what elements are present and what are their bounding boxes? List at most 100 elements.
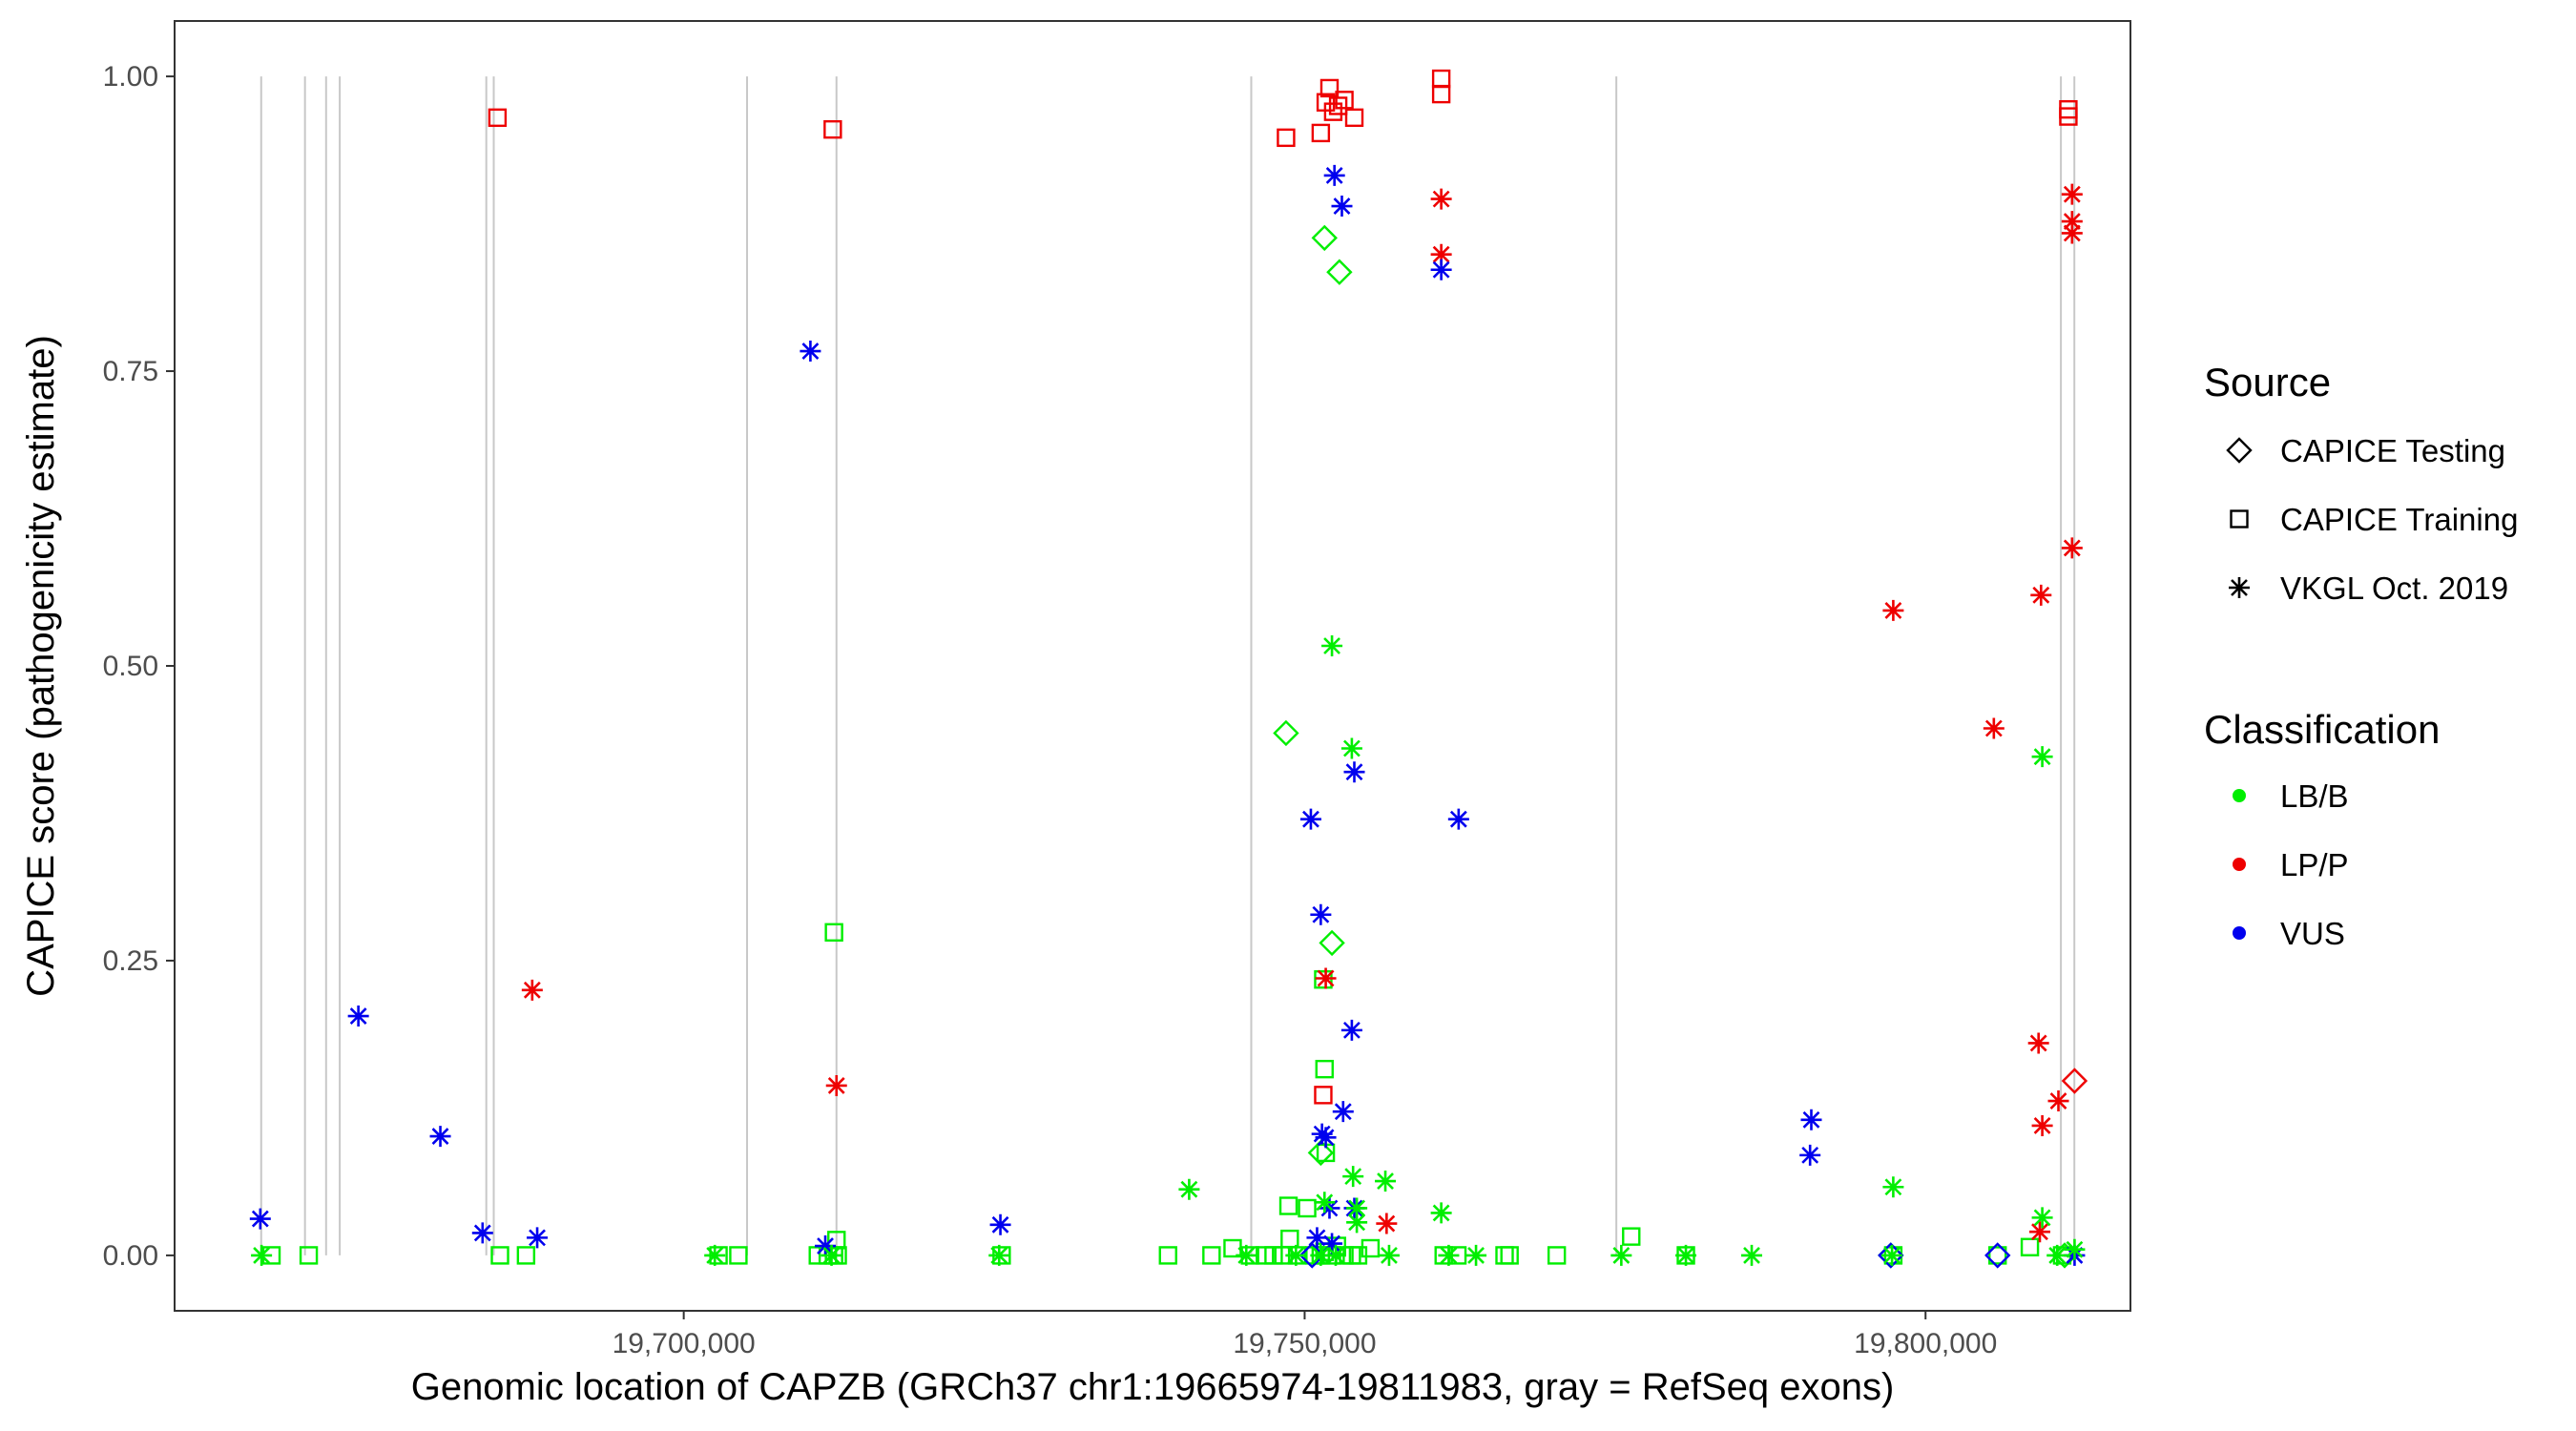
point-vkgl-5-8 <box>2030 584 2052 606</box>
point-vkgl-7-27 <box>1285 1244 1307 1266</box>
point-vkgl-7-11 <box>1375 1171 1397 1192</box>
point-vkgl-7-28 <box>1236 1244 1257 1266</box>
point-vkgl-6-18 <box>1343 761 1365 783</box>
y-tick-label-2: 0.50 <box>103 651 158 682</box>
y-tick-label-4: 1.00 <box>103 61 158 93</box>
point-testing-2-3 <box>1319 929 1345 957</box>
y-tick-label-3: 0.75 <box>103 356 158 387</box>
point-training-1-39 <box>1988 1246 2007 1265</box>
point-training-1-21 <box>1298 1198 1317 1218</box>
point-training-0-0 <box>488 108 508 128</box>
point-training-0-2 <box>1277 128 1296 148</box>
point-vkgl-6-25 <box>1321 1233 1343 1255</box>
point-vkgl-6-7 <box>989 1213 1011 1235</box>
point-training-1-42 <box>824 923 843 942</box>
point-vkgl-5-7 <box>1983 717 2005 739</box>
legend-item-lb-b: LB/B <box>2280 778 2349 814</box>
point-vkgl-6-11 <box>1315 1127 1337 1149</box>
point-training-0-7 <box>1328 96 1348 115</box>
x-tick-label-1: 19,750,000 <box>1233 1328 1376 1359</box>
point-vkgl-7-1 <box>704 1244 726 1266</box>
point-vkgl-7-10 <box>1346 1212 1368 1234</box>
point-vkgl-6-24 <box>1306 1227 1328 1249</box>
x-tick-label-2: 19,800,000 <box>1854 1328 1997 1359</box>
point-training-1-5 <box>729 1246 748 1265</box>
point-vkgl-6-4 <box>527 1227 549 1249</box>
point-training-0-11 <box>1431 84 1451 104</box>
point-vkgl-7-21 <box>2031 1207 2053 1229</box>
point-vkgl-7-9 <box>1346 1197 1368 1219</box>
legend-item-vus: VUS <box>2280 916 2345 951</box>
point-vkgl-7-8 <box>1342 1166 1364 1188</box>
point-vkgl-5-0 <box>521 979 543 1001</box>
point-vkgl-6-5 <box>800 341 821 363</box>
point-vkgl-7-5 <box>1314 1192 1336 1213</box>
point-vkgl-6-3 <box>471 1222 493 1244</box>
point-training-0-5 <box>1319 78 1340 98</box>
point-training-0-14 <box>1314 1086 1333 1105</box>
point-vkgl-5-10 <box>2047 1090 2069 1112</box>
point-vkgl-6-13 <box>1323 164 1345 186</box>
point-vkgl-6-20 <box>1447 808 1469 830</box>
plot-panel <box>175 21 2130 1311</box>
point-vkgl-7-18 <box>1882 1176 1904 1198</box>
point-training-1-17 <box>1264 1246 1283 1265</box>
legend-item-lp-p: LP/P <box>2280 847 2349 882</box>
legend-key-testing <box>2226 437 2253 464</box>
point-training-1-35 <box>1547 1246 1567 1265</box>
point-vkgl-6-22 <box>1799 1144 1821 1166</box>
point-training-1-46 <box>1278 1196 1298 1215</box>
point-vkgl-5-16 <box>2028 1221 2050 1243</box>
legend-item-vkgl: VKGL Oct. 2019 <box>2280 570 2508 606</box>
point-training-0-1 <box>823 119 842 139</box>
point-testing-2-0 <box>1311 224 1338 252</box>
point-vkgl-7-0 <box>251 1244 273 1266</box>
legend-source-title: Source <box>2204 360 2331 404</box>
legend-key-training <box>2230 509 2249 529</box>
point-vkgl-6-6 <box>815 1235 837 1257</box>
legend-key-vus <box>2233 926 2246 940</box>
point-vkgl-7-25 <box>1310 1244 1332 1266</box>
point-vkgl-6-14 <box>1331 196 1353 218</box>
point-training-1-1 <box>299 1246 319 1265</box>
point-vkgl-5-5 <box>1430 243 1452 265</box>
point-vkgl-6-9 <box>1310 903 1332 925</box>
point-training-1-12 <box>1158 1246 1177 1265</box>
point-vkgl-5-14 <box>2061 537 2083 559</box>
point-vkgl-7-6 <box>1321 634 1343 656</box>
point-testing-4-2 <box>1984 1242 2011 1269</box>
point-vkgl-6-2 <box>429 1126 451 1148</box>
point-training-1-2 <box>490 1246 509 1265</box>
point-vkgl-7-16 <box>1675 1244 1697 1266</box>
point-vkgl-5-6 <box>1882 599 1904 621</box>
legend-key-lb-b <box>2233 789 2246 802</box>
point-vkgl-5-12 <box>2061 211 2083 233</box>
point-vkgl-7-23 <box>2064 1238 2086 1260</box>
point-vkgl-5-11 <box>2061 183 2083 205</box>
legend-item-capice-testing: CAPICE Testing <box>2280 433 2505 468</box>
point-vkgl-7-22 <box>2046 1244 2068 1266</box>
point-training-0-6 <box>1323 102 1343 121</box>
point-testing-2-2 <box>1273 719 1299 747</box>
point-training-1-3 <box>516 1246 536 1265</box>
point-vkgl-7-26 <box>1324 1244 1346 1266</box>
point-vkgl-7-4 <box>1178 1178 1200 1200</box>
y-tick-label-1: 0.25 <box>103 945 158 977</box>
axes: 0.00 0.25 0.50 0.75 1.00 19,700,000 19,750,000… <box>103 61 1998 1359</box>
point-vkgl-7-20 <box>2031 746 2053 768</box>
legend-item-capice-training: CAPICE Training <box>2280 502 2518 537</box>
point-vkgl-6-21 <box>1800 1109 1822 1130</box>
legend-key-vkgl <box>2229 577 2250 598</box>
x-axis-title: Genomic location of CAPZB (GRCh37 chr1:1… <box>411 1366 1895 1408</box>
point-vkgl-7-13 <box>1378 1244 1400 1266</box>
y-tick-label-0: 0.00 <box>103 1240 158 1272</box>
point-testing-3-0 <box>2061 1068 2088 1094</box>
point-vkgl-6-0 <box>249 1208 271 1230</box>
point-vkgl-6-1 <box>347 1006 369 1027</box>
point-training-1-36 <box>1622 1227 1641 1246</box>
legend-key-lp-p <box>2233 858 2246 871</box>
legend-classification-title: Classification <box>2204 707 2440 752</box>
point-vkgl-7-3 <box>988 1244 1010 1266</box>
point-vkgl-5-1 <box>825 1074 847 1096</box>
